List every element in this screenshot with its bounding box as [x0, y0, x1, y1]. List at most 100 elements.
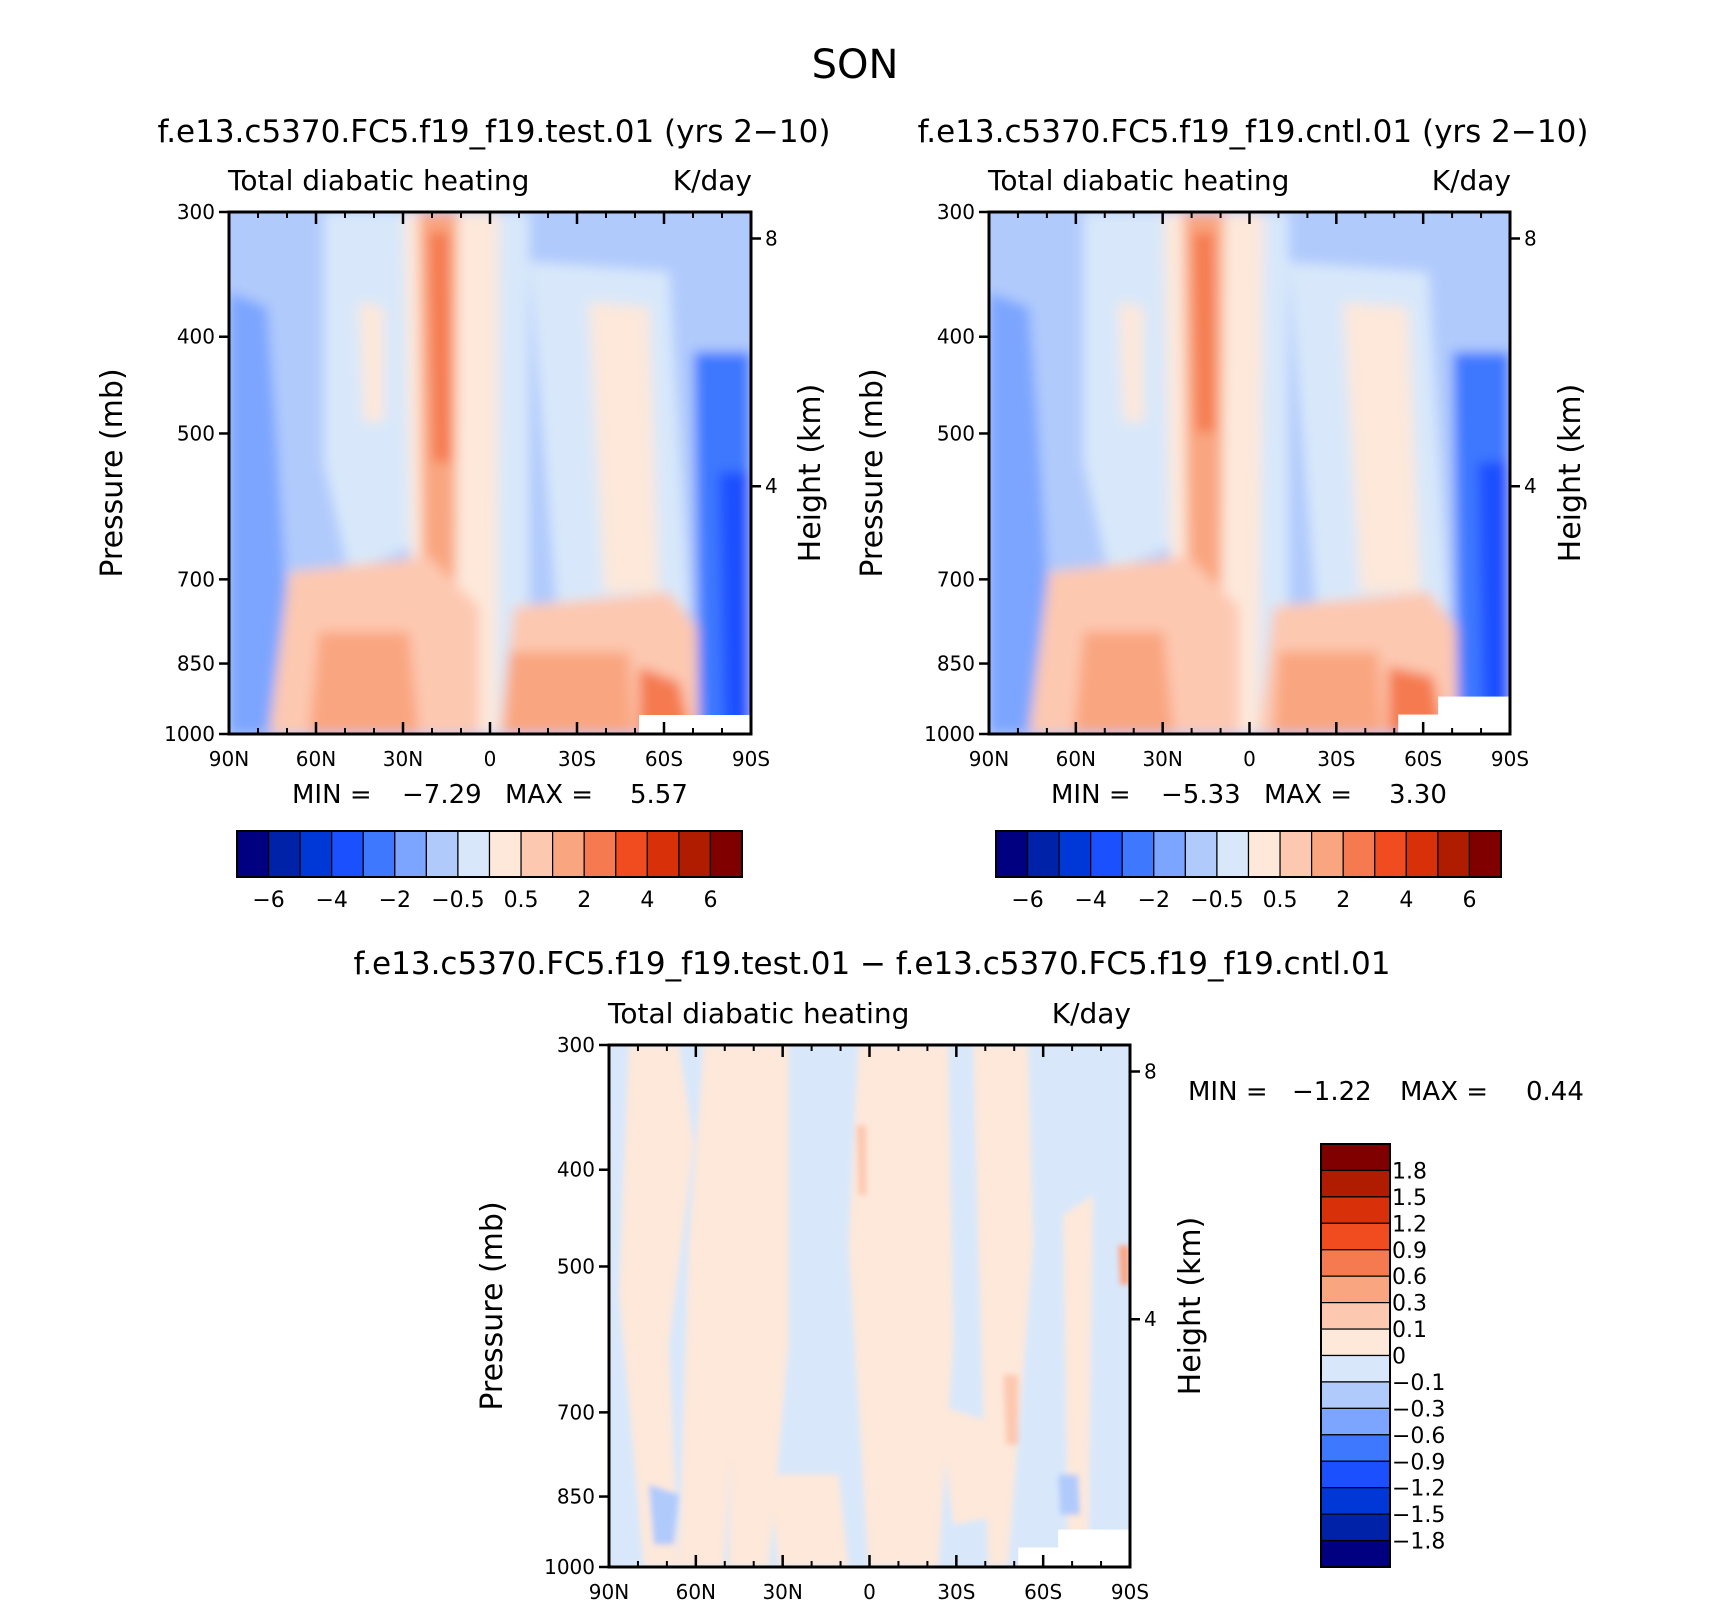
cntl-colorbar-swatch	[1184, 830, 1218, 878]
diff-colorbar-label: 0.3	[1392, 1292, 1427, 1317]
diff-x-tick-label: 30S	[937, 1580, 975, 1604]
diff-colorbar-swatch	[1320, 1275, 1391, 1304]
cntl-colorbar-label: 2	[1336, 888, 1350, 913]
cntl-colorbar-label: 0.5	[1263, 888, 1298, 913]
cntl-x-tick-label: 30N	[1142, 747, 1182, 771]
test-y-axis-title: Pressure (mb)	[95, 368, 130, 577]
diff-x-tick-label: 30N	[762, 1580, 802, 1604]
cntl-y2-axis-title: Height (km)	[1553, 384, 1588, 563]
cntl-y2-tick-label: 4	[1524, 474, 1537, 498]
diff-y-tick-label: 850	[557, 1485, 595, 1509]
cntl-colorbar-label: 6	[1462, 888, 1476, 913]
cntl-x-tick-label: 90N	[969, 747, 1009, 771]
diff-colorbar-label: 1.5	[1392, 1186, 1427, 1211]
test-colorbar-swatch	[488, 830, 522, 878]
panel-diff-min-label: MIN =	[1188, 1077, 1268, 1107]
cntl-y-tick-label: 400	[937, 325, 975, 349]
diff-colorbar-swatch	[1320, 1302, 1391, 1330]
panel-test-title: f.e13.c5370.FC5.f19_f19.test.01 (yrs 2−1…	[158, 114, 831, 150]
test-x-tick-label: 60S	[645, 747, 683, 771]
diff-colorbar-swatch	[1320, 1513, 1391, 1542]
diff-colorbar-swatch	[1320, 1328, 1391, 1357]
cntl-colorbar-swatch	[1405, 830, 1439, 878]
test-colorbar-label: 2	[577, 888, 591, 913]
panel-diff-stats: MIN = −1.22 MAX = 0.44	[1188, 1077, 1584, 1107]
cntl-colorbar-label: −4	[1074, 888, 1106, 913]
panel-test-min-value: −7.29	[402, 780, 482, 810]
test-colorbar-swatch	[425, 830, 459, 878]
cntl-y-tick-label: 1000	[924, 722, 975, 746]
panel-diff-right-label: K/day	[1052, 997, 1131, 1030]
panel-cntl-min-label: MIN =	[1051, 780, 1131, 810]
diff-colorbar-label: −1.8	[1392, 1530, 1445, 1555]
cntl-x-tick-label: 90S	[1491, 747, 1529, 771]
diff-colorbar-label: −0.3	[1392, 1397, 1445, 1422]
cntl-colorbar-label: −6	[1011, 888, 1043, 913]
panel-test-stats: MIN = −7.29 MAX = 5.57	[292, 780, 688, 810]
panel-diff-min-value: −1.22	[1292, 1077, 1372, 1107]
diff-y-tick-label: 400	[557, 1158, 595, 1182]
test-x-tick-label: 0	[484, 747, 497, 771]
cntl-x-tick-label: 60N	[1056, 747, 1096, 771]
test-colorbar-swatch	[236, 830, 270, 878]
cntl-x-tick-label: 0	[1243, 747, 1256, 771]
diff-y2-tick-label: 8	[1144, 1059, 1157, 1083]
diff-colorbar-swatch	[1320, 1407, 1391, 1436]
test-colorbar-label: 6	[703, 888, 717, 913]
panel-cntl-title: f.e13.c5370.FC5.f19_f19.cntl.01 (yrs 2−1…	[918, 114, 1589, 150]
panel-cntl-max-label: MAX =	[1264, 780, 1352, 810]
test-colorbar-swatch	[646, 830, 680, 878]
panel-diff: f.e13.c5370.FC5.f19_f19.test.01 − f.e13.…	[354, 946, 1391, 1604]
diff-y-axis-title: Pressure (mb)	[475, 1201, 510, 1410]
test-colorbar-swatch	[362, 830, 396, 878]
cntl-colorbar-swatch	[1311, 830, 1344, 878]
test-colorbar-frame	[236, 830, 743, 878]
diff-y2-axis-title: Height (km)	[1173, 1217, 1208, 1396]
diff-x-tick-label: 0	[863, 1580, 876, 1604]
cntl-colorbar-swatch	[1026, 830, 1060, 878]
test-x-tick-label: 30S	[558, 747, 596, 771]
cntl-colorbar-label: 4	[1399, 888, 1413, 913]
panel-cntl-plot-area	[989, 212, 1510, 734]
test-y2-axis-title: Height (km)	[793, 384, 828, 563]
cntl-colorbar-swatch	[1090, 830, 1123, 878]
test-colorbar-swatch	[394, 830, 427, 878]
diff-colorbar-swatch	[1320, 1196, 1391, 1224]
test-colorbar-swatch	[709, 830, 743, 878]
panel-cntl-min-value: −5.33	[1161, 780, 1241, 810]
test-colorbar-label: −2	[379, 888, 411, 913]
cntl-colorbar-swatch	[1058, 830, 1092, 878]
cntl-y-tick-label: 700	[937, 567, 975, 591]
panel-test-left-label: Total diabatic heating	[227, 164, 529, 197]
cntl-colorbar-swatch	[1153, 830, 1186, 878]
diff-colorbar-swatch	[1320, 1169, 1391, 1198]
diff-colorbar-label: −1.5	[1392, 1503, 1445, 1528]
test-y-tick-label: 1000	[164, 722, 215, 746]
panel-cntl: f.e13.c5370.FC5.f19_f19.cntl.01 (yrs 2−1…	[855, 114, 1588, 771]
panel-diff-left-label: Total diabatic heating	[607, 997, 909, 1030]
cntl-colorbar-swatch	[1374, 830, 1407, 878]
test-colorbar-swatch	[552, 830, 585, 878]
cntl-y-tick-label: 300	[937, 200, 975, 224]
diff-colorbar-swatch	[1320, 1434, 1391, 1462]
cntl-x-tick-label: 60S	[1404, 747, 1442, 771]
diff-x-tick-label: 90S	[1111, 1580, 1149, 1604]
diff-colorbar-swatch	[1320, 1354, 1391, 1383]
figure-title: SON	[812, 42, 899, 88]
test-colorbar-label: −0.5	[431, 888, 484, 913]
diff-y-tick-label: 500	[557, 1254, 595, 1278]
cntl-colorbar-swatch	[1342, 830, 1376, 878]
diff-colorbar-swatch	[1320, 1249, 1391, 1277]
panel-cntl-max-value: 3.30	[1389, 780, 1447, 810]
test-y-tick-label: 700	[177, 567, 215, 591]
diff-colorbar-label: 0	[1392, 1345, 1406, 1370]
test-y-tick-label: 850	[177, 652, 215, 676]
panel-test: f.e13.c5370.FC5.f19_f19.test.01 (yrs 2−1…	[95, 114, 830, 771]
panel-test-plot-area	[229, 212, 751, 734]
panel-cntl-left-label: Total diabatic heating	[987, 164, 1289, 197]
test-colorbar-swatch	[267, 830, 301, 878]
cntl-y2-tick-label: 8	[1524, 226, 1537, 250]
cntl-y-tick-label: 850	[937, 652, 975, 676]
diff-colorbar-swatch	[1320, 1460, 1391, 1489]
panel-test-colorbar: −6 −4 −2 −0.5 0.5 2 4 6	[236, 830, 743, 913]
